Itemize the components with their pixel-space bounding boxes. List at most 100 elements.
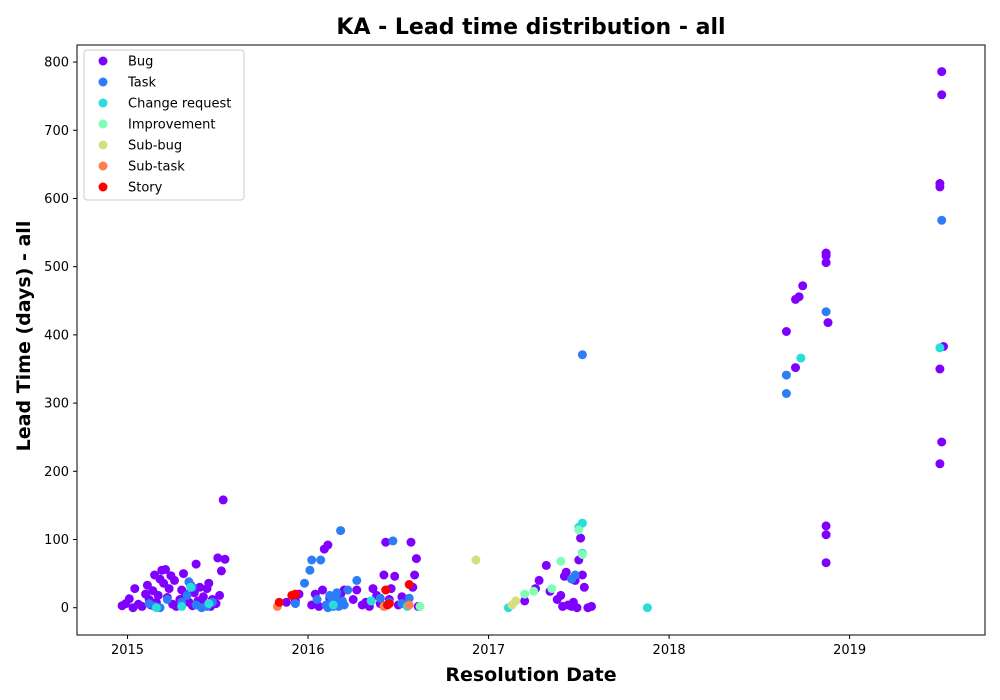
data-point [935, 343, 945, 353]
data-point [124, 594, 134, 604]
data-point [215, 590, 225, 600]
data-point [339, 600, 349, 610]
legend-marker [98, 161, 108, 171]
data-point [220, 554, 230, 564]
data-point [332, 588, 342, 598]
data-point [821, 530, 831, 540]
data-point [318, 585, 327, 595]
data-point [821, 258, 831, 268]
y-tick-label: 400 [44, 328, 69, 343]
data-point [781, 370, 791, 380]
data-point [935, 364, 945, 374]
y-tick-label: 200 [44, 465, 69, 480]
x-axis-ticks: 2015 2016 2017 2018 2019 [111, 635, 866, 658]
legend: Bug Task Change request Improvement Sub-bug S… [83, 49, 245, 201]
x-tick-label: 2019 [833, 643, 866, 658]
data-point [307, 600, 317, 610]
data-point [937, 437, 947, 447]
data-point [198, 592, 208, 602]
legend-label: Sub-bug [128, 139, 182, 154]
data-point [300, 578, 309, 588]
data-point [142, 580, 152, 590]
data-point [937, 215, 947, 225]
data-point [415, 601, 425, 611]
data-point [213, 553, 223, 563]
legend-marker [98, 140, 108, 150]
series-improvement [415, 525, 587, 611]
data-point [577, 550, 587, 559]
y-tick-label: 100 [44, 533, 69, 548]
data-point [204, 599, 214, 609]
data-point [397, 592, 407, 602]
data-point [520, 589, 530, 599]
x-tick-label: 2017 [472, 643, 505, 658]
legend-label: Improvement [128, 118, 215, 133]
data-point [137, 601, 147, 611]
data-point [821, 307, 831, 317]
x-tick-label: 2018 [653, 643, 686, 658]
data-point [576, 533, 586, 543]
data-point [541, 560, 551, 570]
data-point [381, 585, 391, 595]
data-point [579, 582, 589, 592]
y-tick-label: 500 [44, 260, 69, 275]
data-point [153, 590, 163, 600]
series-bug [117, 67, 948, 613]
data-point [388, 536, 398, 546]
data-point [204, 578, 214, 588]
series-story [274, 580, 414, 610]
data-point [410, 570, 420, 580]
data-point [151, 603, 161, 613]
data-point [305, 565, 315, 575]
data-point [274, 597, 284, 607]
data-point [130, 584, 140, 594]
data-point [375, 593, 385, 603]
data-point [572, 603, 582, 613]
data-point [314, 601, 324, 611]
data-point [821, 521, 831, 531]
data-point [561, 567, 571, 577]
legend-label: Story [128, 181, 163, 196]
data-point [794, 292, 804, 302]
y-tick-label: 800 [44, 56, 69, 71]
legend-marker [98, 56, 108, 66]
data-point [935, 182, 945, 192]
data-point [791, 363, 800, 373]
data-point [587, 601, 596, 611]
data-point [404, 600, 414, 610]
data-point [281, 597, 291, 607]
data-point [307, 555, 317, 565]
y-axis-ticks: 0 100 200 300 400 500 600 700 800 [44, 56, 77, 616]
data-point [159, 578, 169, 588]
data-point [821, 558, 831, 568]
data-point [316, 555, 326, 565]
y-axis-label: Lead Time (days) - all [13, 221, 35, 452]
data-point [574, 525, 584, 535]
series-sub-bug [471, 555, 521, 610]
legend-label: Task [127, 76, 157, 91]
data-point [366, 596, 376, 606]
legend-box [83, 49, 245, 201]
y-tick-label: 700 [44, 124, 69, 139]
data-point [164, 584, 174, 594]
data-point [323, 540, 333, 550]
data-point [406, 537, 416, 547]
data-point [520, 596, 530, 606]
chart-title: KA - Lead time distribution - all [336, 15, 725, 40]
data-point [352, 575, 362, 585]
data-point [161, 565, 170, 574]
data-point [186, 582, 196, 592]
data-point [290, 599, 300, 609]
y-tick-label: 0 [61, 601, 69, 616]
y-tick-label: 600 [44, 192, 69, 207]
data-point [352, 585, 362, 595]
data-point [547, 584, 557, 594]
data-point [935, 459, 945, 469]
data-point [368, 584, 378, 594]
data-point [390, 571, 400, 581]
data-point [191, 559, 201, 569]
data-point [290, 589, 300, 599]
data-point [404, 593, 414, 603]
x-tick-label: 2015 [111, 643, 144, 658]
